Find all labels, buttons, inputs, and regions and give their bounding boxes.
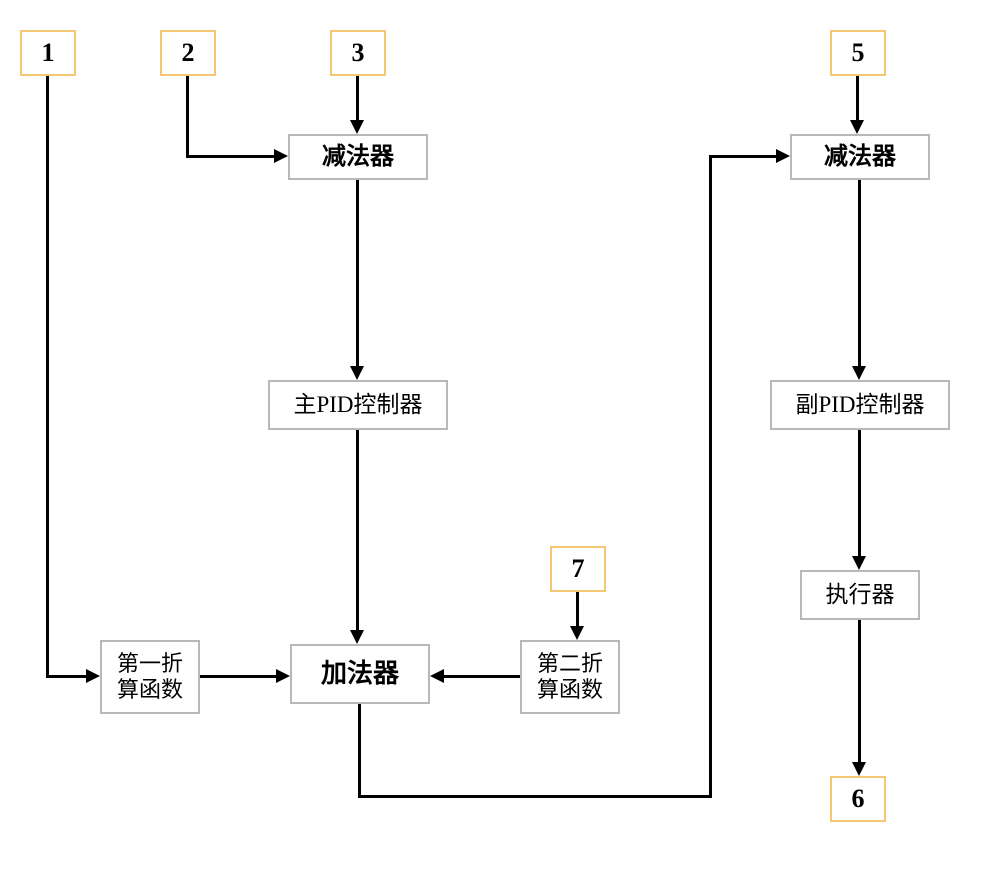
edge-1-fn1-h [46, 675, 86, 678]
node-fn1: 第一折 算函数 [100, 640, 200, 714]
edge-3-sub1 [356, 76, 359, 120]
arrowhead-icon [852, 366, 866, 380]
edge-2-sub1-v [186, 76, 189, 158]
arrowhead-icon [350, 630, 364, 644]
node-executor: 执行器 [800, 570, 920, 620]
edge-subpid-exec [858, 430, 861, 556]
node-3: 3 [330, 30, 386, 76]
edge-1-fn1-v [46, 76, 49, 678]
arrowhead-icon [570, 626, 584, 640]
arrowhead-icon [852, 556, 866, 570]
edge-mainpid-adder [356, 430, 359, 630]
node-subtractor-1: 减法器 [288, 134, 428, 180]
edge-fn2-adder [444, 675, 520, 678]
arrowhead-icon [852, 762, 866, 776]
node-fn2: 第二折 算函数 [520, 640, 620, 714]
node-main-pid: 主PID控制器 [268, 380, 448, 430]
arrowhead-icon [86, 669, 100, 683]
node-5: 5 [830, 30, 886, 76]
arrowhead-icon [776, 149, 790, 163]
node-sub-pid: 副PID控制器 [770, 380, 950, 430]
edge-2-sub1-h [186, 155, 274, 158]
edge-sub1-mainpid [356, 180, 359, 366]
arrowhead-icon [430, 669, 444, 683]
arrowhead-icon [350, 366, 364, 380]
node-adder: 加法器 [290, 644, 430, 704]
arrowhead-icon [850, 120, 864, 134]
node-6: 6 [830, 776, 886, 822]
node-1: 1 [20, 30, 76, 76]
arrowhead-icon [274, 149, 288, 163]
edge-adder-sub2-h [358, 795, 712, 798]
edge-exec-6 [858, 620, 861, 762]
node-2: 2 [160, 30, 216, 76]
edge-fn1-adder [200, 675, 276, 678]
node-subtractor-2: 减法器 [790, 134, 930, 180]
node-7: 7 [550, 546, 606, 592]
arrowhead-icon [276, 669, 290, 683]
edge-adder-sub2-h2 [709, 155, 776, 158]
edge-adder-sub2-v1 [358, 704, 361, 798]
edge-adder-sub2-v2 [709, 155, 712, 798]
arrowhead-icon [350, 120, 364, 134]
edge-5-sub2 [856, 76, 859, 120]
edge-sub2-subpid [858, 180, 861, 366]
edge-7-fn2 [576, 592, 579, 626]
